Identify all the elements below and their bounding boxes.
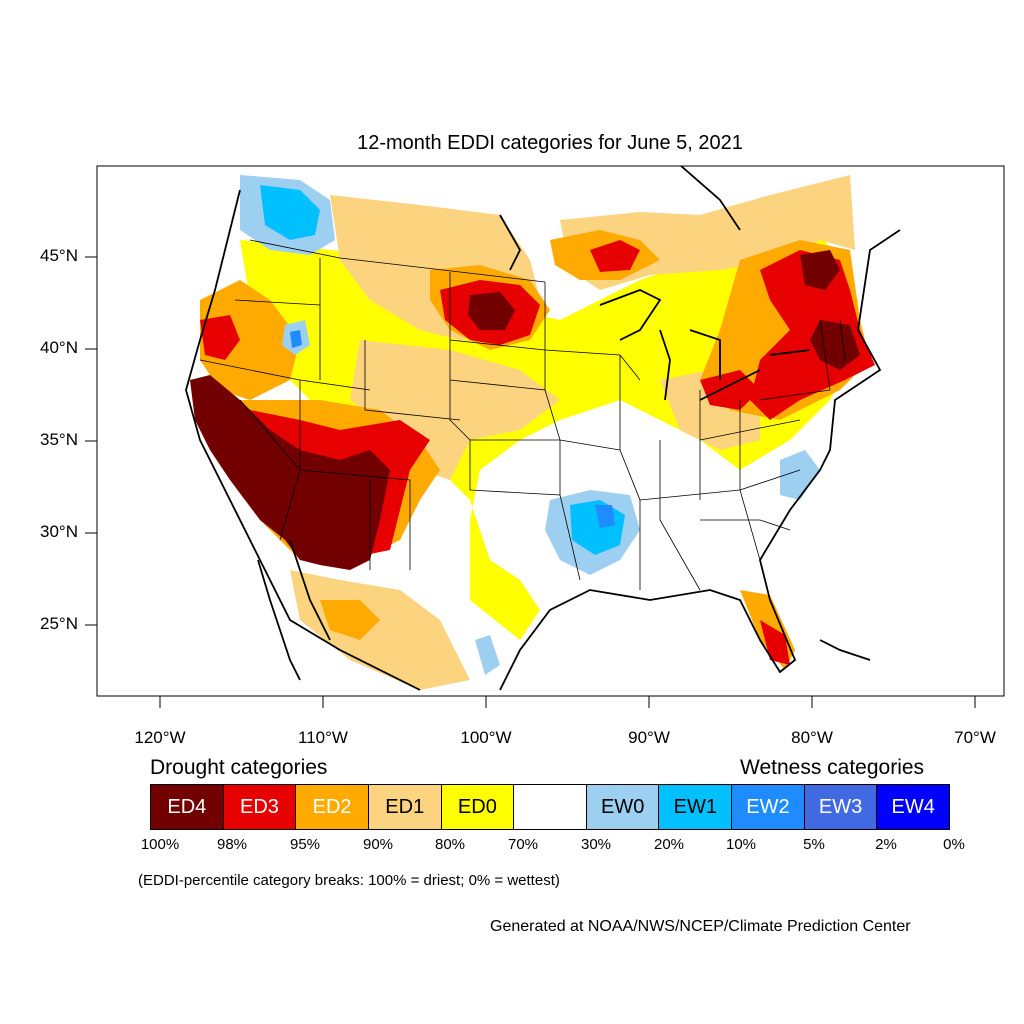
legend-swatch-ew0: EW0 — [586, 785, 660, 829]
map-frame — [96, 165, 1005, 697]
map-title: 12-month EDDI categories for June 5, 202… — [357, 132, 743, 154]
lat-label-40: 40°N — [40, 338, 78, 357]
legend-swatch-ed3: ED3 — [223, 785, 297, 829]
legend-swatch-ew3: EW3 — [804, 785, 878, 829]
legend-swatch-ed0: ED0 — [441, 785, 515, 829]
lon-label-120: 120°W — [134, 728, 186, 747]
break-label: 30% — [580, 836, 612, 853]
break-label: 70% — [507, 836, 539, 853]
lon-label-80: 80°W — [791, 728, 833, 747]
break-label: 95% — [289, 836, 321, 853]
credit-line: Generated at NOAA/NWS/NCEP/Climate Predi… — [490, 918, 911, 935]
lat-label-30: 30°N — [40, 522, 78, 541]
lon-label-70: 70°W — [954, 728, 996, 747]
legend-swatch-ed4: ED4 — [151, 785, 224, 829]
lon-label-100: 100°W — [460, 728, 512, 747]
ew0-region — [780, 450, 820, 500]
ed4-region — [800, 250, 840, 290]
legend-swatch-ed1: ED1 — [368, 785, 442, 829]
ed3-region — [590, 240, 640, 272]
ed3-region — [760, 620, 790, 665]
legend-swatch-normal — [514, 785, 587, 829]
ew1-region — [260, 185, 320, 240]
ed0-region — [240, 230, 860, 640]
ew2-region — [290, 330, 302, 348]
category-legend: ED4 ED3 ED2 ED1 ED0 EW0 EW1 EW2 EW3 EW4 — [150, 784, 950, 830]
ed2-region — [320, 600, 380, 640]
ed4-region — [810, 320, 860, 370]
ed2-region — [200, 280, 300, 400]
break-label: 2% — [875, 836, 897, 853]
lat-label-45: 45°N — [40, 246, 78, 265]
drought-categories-label: Drought categories — [150, 756, 328, 779]
lat-label-25: 25°N — [40, 614, 78, 633]
ed3-region — [200, 315, 240, 360]
lon-label-110: 110°W — [298, 728, 348, 747]
break-label: 98% — [216, 836, 248, 853]
map-content — [185, 166, 901, 691]
lon-label-90: 90°W — [628, 728, 670, 747]
wetness-categories-label: Wetness categories — [740, 756, 925, 779]
category-note: (EDDI-percentile category breaks: 100% =… — [138, 872, 560, 889]
break-label: 80% — [434, 836, 466, 853]
lat-label-35: 35°N — [40, 430, 78, 449]
coastlines — [185, 166, 901, 691]
ed4-region — [190, 375, 390, 570]
break-label: 0% — [943, 836, 965, 853]
axis-ticks — [85, 256, 976, 708]
legend-swatch-ew2: EW2 — [732, 785, 805, 829]
break-label: 20% — [653, 836, 685, 853]
break-label: 10% — [725, 836, 757, 853]
legend-swatch-ed2: ED2 — [296, 785, 369, 829]
ed3-region — [700, 370, 760, 410]
break-label: 5% — [803, 836, 825, 853]
break-label: 90% — [362, 836, 394, 853]
break-label: 100% — [140, 836, 180, 853]
ew0-region — [475, 635, 500, 675]
legend-swatch-ew1: EW1 — [659, 785, 733, 829]
legend-swatch-ew4: EW4 — [877, 785, 950, 829]
ed4-region — [468, 292, 515, 330]
state-boundaries — [199, 239, 846, 591]
ew2-region — [595, 505, 615, 528]
